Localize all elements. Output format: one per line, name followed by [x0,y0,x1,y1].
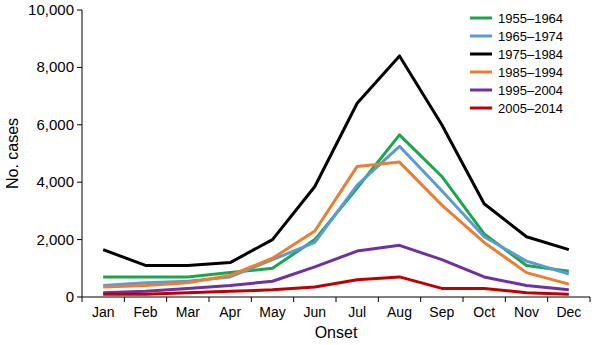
x-tick [378,297,379,302]
x-tick-label: Jan [92,304,115,320]
y-tick [77,67,82,68]
x-tick-label: Dec [556,304,581,320]
y-tick [77,10,82,11]
legend-swatch [470,35,492,38]
x-tick-label: Nov [514,304,539,320]
legend-swatch [470,71,492,74]
y-tick-label: 10,000 [28,1,74,18]
series-line [103,56,569,266]
y-tick-label: 2,000 [36,231,74,248]
legend-swatch [470,17,492,20]
x-tick-label: Aug [387,304,412,320]
legend-label: 1965–1974 [498,29,563,44]
x-tick [590,297,591,302]
x-axis-label: Onset [315,324,358,341]
x-tick-label: Jun [304,304,327,320]
legend-swatch [470,89,492,92]
x-tick-label: Oct [473,304,495,320]
x-tick [420,297,421,302]
x-tick [505,297,506,302]
chart: 0 2,000 4,000 6,000 8,000 10,000 Jan Feb Mar Apr M… [0,0,600,345]
legend-label: 2005–2014 [498,101,563,116]
x-tick-label: Apr [219,304,241,320]
x-tick [293,297,294,302]
y-tick [77,297,82,298]
series-line [103,162,569,287]
x-tick [547,297,548,302]
series-line [103,245,569,292]
legend-label: 1995–2004 [498,83,563,98]
x-tick-label: May [259,304,285,320]
y-tick [77,239,82,240]
legend-label: 1975–1984 [498,47,563,62]
y-axis [82,10,83,297]
x-tick [463,297,464,302]
series-line [103,277,569,294]
x-tick-label: Sep [429,304,454,320]
x-tick [82,297,83,302]
legend: 1955–1964 1965–1974 1975–1984 1985–1994 1995… [470,11,563,116]
x-tick-label: Mar [176,304,200,320]
x-tick [166,297,167,302]
y-tick-label: 4,000 [36,173,74,190]
x-tick-label: Jul [348,304,366,320]
x-tick-label: Feb [133,304,157,320]
series-line [103,135,569,277]
x-tick [336,297,337,302]
y-axis-label: No. cases [4,118,21,189]
plot-area [103,56,569,294]
y-tick [77,124,82,125]
y-tick-label: 6,000 [36,116,74,133]
x-tick [209,297,210,302]
y-tick-label: 0 [66,288,74,305]
y-tick-label: 8,000 [36,58,74,75]
x-tick [124,297,125,302]
legend-swatch [470,107,492,110]
legend-label: 1985–1994 [498,65,563,80]
y-tick [77,182,82,183]
legend-swatch [470,53,492,56]
legend-label: 1955–1964 [498,11,563,26]
x-tick [251,297,252,302]
